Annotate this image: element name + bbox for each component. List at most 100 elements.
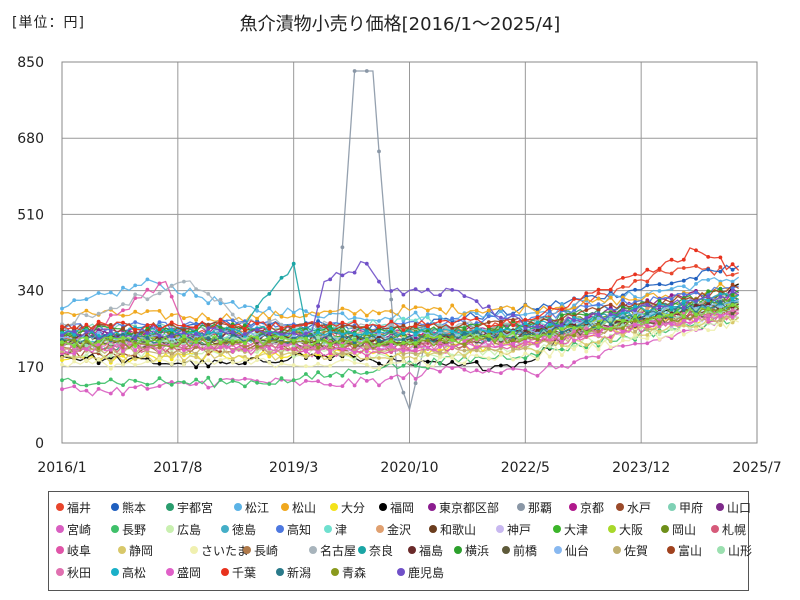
data-point <box>584 318 589 323</box>
series-line <box>61 287 740 337</box>
data-point <box>279 326 284 330</box>
data-point <box>669 302 674 306</box>
data-point <box>316 350 320 355</box>
data-point <box>364 362 369 367</box>
legend-marker-icon <box>234 503 242 511</box>
data-point <box>304 372 308 376</box>
data-point <box>730 279 735 284</box>
data-point <box>340 335 345 339</box>
data-point <box>669 281 674 286</box>
data-point <box>669 322 674 327</box>
data-point <box>401 331 406 336</box>
legend-item: 岐阜 <box>56 541 91 559</box>
data-point <box>121 383 125 387</box>
data-point <box>230 312 235 317</box>
data-point <box>218 318 223 322</box>
data-point <box>499 343 503 348</box>
data-point <box>96 357 101 362</box>
data-point <box>291 338 296 343</box>
data-point <box>328 363 333 368</box>
data-point <box>133 330 138 335</box>
legend-label: 横浜 <box>465 543 490 558</box>
data-point <box>425 315 430 320</box>
data-point <box>547 334 552 339</box>
data-point <box>425 353 430 357</box>
data-point <box>84 388 89 393</box>
data-point <box>352 315 357 320</box>
data-point <box>621 316 625 321</box>
chart-title: 魚介漬物小売り価格[2016/1～2025/4] <box>239 14 561 35</box>
data-point <box>84 343 89 348</box>
data-point <box>96 342 101 347</box>
data-point <box>206 326 211 330</box>
data-point <box>389 326 394 331</box>
data-point <box>133 357 138 362</box>
data-point <box>584 296 589 301</box>
data-point <box>584 308 589 312</box>
data-point <box>243 319 247 324</box>
legend-marker-icon <box>111 525 119 533</box>
data-point <box>267 292 272 296</box>
data-point <box>169 380 174 384</box>
data-point <box>194 345 199 349</box>
data-point <box>340 273 345 278</box>
data-point <box>462 312 467 317</box>
legend-marker-icon <box>608 525 616 533</box>
data-point <box>121 392 125 397</box>
data-point <box>730 289 735 294</box>
legend-item: 長野 <box>111 520 146 538</box>
data-point <box>560 323 564 327</box>
data-point <box>401 292 406 297</box>
data-point <box>645 306 650 311</box>
data-point <box>279 346 284 351</box>
data-point <box>694 276 698 281</box>
data-point <box>572 333 576 338</box>
data-point <box>730 315 735 319</box>
data-point <box>511 323 515 328</box>
legend-label: 山口 <box>727 500 752 515</box>
data-point <box>267 351 272 356</box>
data-point <box>157 327 162 332</box>
data-point <box>340 357 345 362</box>
data-point <box>352 332 357 337</box>
data-point <box>681 318 686 323</box>
data-point <box>523 326 528 330</box>
data-point <box>572 318 576 323</box>
data-point <box>157 350 162 355</box>
data-point <box>560 317 564 321</box>
data-point <box>84 297 89 302</box>
legend-label: 岐阜 <box>67 543 92 558</box>
data-point <box>389 339 394 344</box>
data-point <box>669 313 674 317</box>
data-point <box>511 338 515 342</box>
data-point <box>669 271 674 276</box>
data-point <box>230 327 235 332</box>
data-point <box>157 376 162 381</box>
legend-label: 千葉 <box>232 565 257 580</box>
data-point <box>547 322 552 327</box>
data-point <box>718 255 723 260</box>
data-point <box>121 335 125 340</box>
series-line <box>61 315 740 363</box>
legend-item: 那覇 <box>517 498 552 516</box>
data-point <box>657 314 662 319</box>
data-point <box>413 305 418 310</box>
data-point <box>328 321 333 325</box>
data-point <box>657 329 662 334</box>
data-point <box>243 336 247 341</box>
data-point <box>584 291 589 295</box>
data-point <box>182 334 186 339</box>
data-point <box>243 376 247 381</box>
legend-marker-icon <box>379 503 387 511</box>
data-point <box>194 351 199 356</box>
data-point <box>169 327 174 332</box>
data-point <box>596 308 601 312</box>
data-point <box>706 298 711 303</box>
data-point <box>218 321 223 326</box>
data-point <box>413 381 418 386</box>
data-point <box>730 262 735 267</box>
data-point <box>255 304 259 309</box>
data-point <box>279 322 284 327</box>
data-point <box>681 332 686 337</box>
legend-label: 前橋 <box>513 543 538 558</box>
